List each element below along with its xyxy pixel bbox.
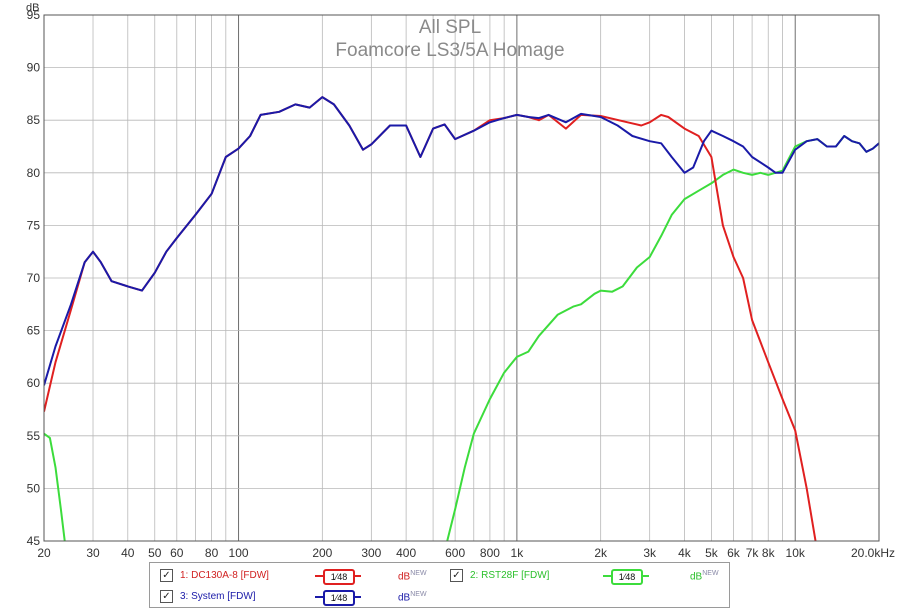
series-layer — [44, 96, 879, 541]
y-tick-label: 65 — [27, 324, 41, 338]
legend-smoothing-system[interactable]: 1⁄48 — [315, 589, 361, 606]
y-tick-label: 95 — [27, 8, 41, 22]
legend-label-rst28f: 2: RST28F [FDW] — [470, 570, 550, 581]
smoothing-label: 1⁄48 — [323, 569, 355, 585]
x-tick-label: 600 — [445, 546, 465, 560]
x-tick-label: 40 — [121, 546, 135, 560]
unit-sup: NEW — [410, 570, 427, 577]
y-tick-label: 75 — [27, 218, 41, 232]
smoothing-label: 1⁄48 — [611, 569, 643, 585]
x-tick-label: 5k — [705, 546, 719, 560]
x-tick-label: 3k — [643, 546, 657, 560]
x-tick-label: 30 — [86, 546, 100, 560]
unit-text: dB — [398, 592, 411, 604]
series-line-2 — [44, 432, 66, 541]
unit-text: dB — [690, 571, 703, 583]
x-tick-label: 7k — [746, 546, 760, 560]
y-tick-label: 55 — [27, 429, 41, 443]
unit-sup: NEW — [702, 570, 719, 577]
x-tick-label: 4k — [678, 546, 692, 560]
y-tick-label: 70 — [27, 271, 41, 285]
y-tick-labels: 95 90 85 80 75 70 65 60 55 50 45 — [27, 8, 41, 548]
smoothing-label: 1⁄48 — [323, 590, 355, 606]
legend-item-system: ✓ 3: System [FDW] 1⁄48 dBNEW — [160, 589, 440, 606]
x-tick-label: 8k — [762, 546, 776, 560]
x-tick-label: 1k — [511, 546, 525, 560]
legend-smoothing-dc130a[interactable]: 1⁄48 — [315, 568, 361, 585]
x-tick-label: 100 — [229, 546, 249, 560]
series-line-3 — [44, 96, 879, 386]
y-axis-label: dB — [26, 2, 39, 14]
x-tick-label: 20 — [37, 546, 51, 560]
y-tick-label: 60 — [27, 376, 41, 390]
plot-frame — [43, 14, 880, 542]
y-tick-label: 85 — [27, 113, 41, 127]
legend-checkbox-system[interactable]: ✓ — [160, 590, 173, 603]
y-tick-label: 45 — [27, 534, 41, 548]
x-tick-label: 300 — [361, 546, 381, 560]
y-tick-label: 50 — [27, 481, 41, 495]
x-tick-label: 20.0kHz — [851, 546, 895, 560]
legend-checkbox-dc130a[interactable]: ✓ — [160, 569, 173, 582]
chart-subtitle: Foamcore LS3/5A Homage — [335, 40, 564, 61]
x-tick-label: 200 — [312, 546, 332, 560]
y-tick-label: 80 — [27, 166, 41, 180]
grid — [44, 15, 879, 541]
x-tick-label: 60 — [170, 546, 184, 560]
x-tick-label: 10k — [786, 546, 806, 560]
legend-label-system: 3: System [FDW] — [180, 591, 256, 602]
chart-title: All SPL — [419, 17, 481, 38]
legend-item-dc130a: ✓ 1: DC130A-8 [FDW] 1⁄48 dBNEW — [160, 568, 440, 585]
x-tick-label: 2k — [594, 546, 608, 560]
x-tick-label: 80 — [205, 546, 219, 560]
legend-item-rst28f: ✓ 2: RST28F [FDW] 1⁄48 dBNEW — [450, 568, 725, 585]
unit-sup: NEW — [410, 591, 427, 598]
legend-label-dc130a: 1: DC130A-8 [FDW] — [180, 570, 269, 581]
legend-unit-dc130a: dBNEW — [398, 570, 427, 582]
legend-checkbox-rst28f[interactable]: ✓ — [450, 569, 463, 582]
unit-text: dB — [398, 571, 411, 583]
x-tick-labels: 20 30 40 50 60 80 100 200 300 400 600 800 1k 2k 3k 4k 5k… — [37, 546, 895, 560]
legend-smoothing-rst28f[interactable]: 1⁄48 — [603, 568, 649, 585]
y-tick-label: 90 — [27, 61, 41, 75]
legend: ✓ 1: DC130A-8 [FDW] 1⁄48 dBNEW ✓ 2: RST2… — [149, 562, 730, 608]
legend-unit-rst28f: dBNEW — [690, 570, 719, 582]
x-tick-label: 6k — [727, 546, 741, 560]
legend-unit-system: dBNEW — [398, 591, 427, 603]
x-tick-label: 800 — [480, 546, 500, 560]
x-tick-label: 400 — [396, 546, 416, 560]
x-tick-label: 50 — [148, 546, 162, 560]
